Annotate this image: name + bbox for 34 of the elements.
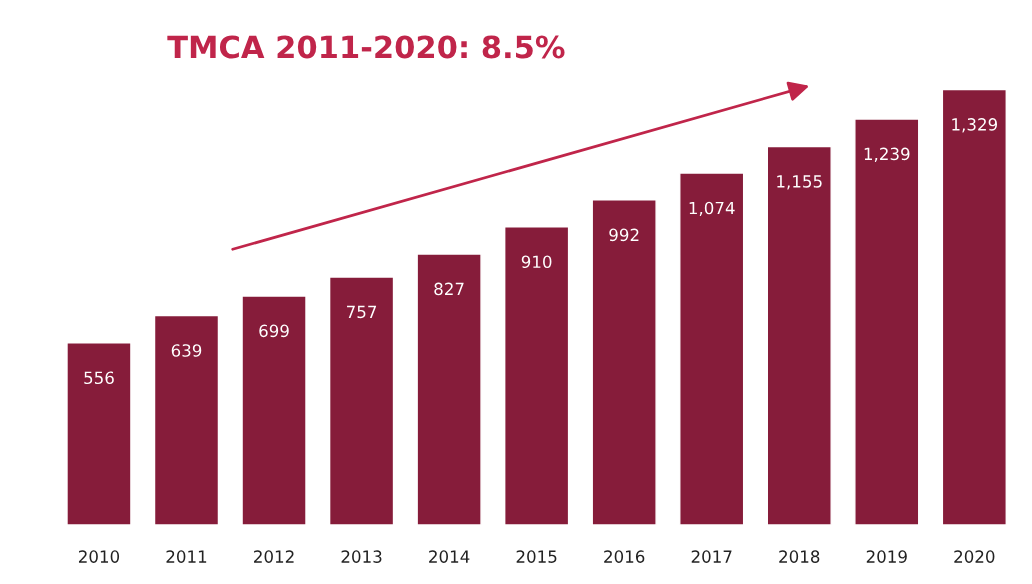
data-label: 1,239 <box>864 147 910 162</box>
bar <box>328 276 395 526</box>
bar <box>241 295 307 526</box>
x-tick-label: 2012 <box>254 550 294 563</box>
data-label: 699 <box>259 324 289 338</box>
x-tick-label: 2011 <box>166 550 207 563</box>
bar <box>416 253 482 526</box>
bar <box>941 88 1007 526</box>
bar <box>503 226 570 526</box>
x-tick-label: 2015 <box>516 550 557 563</box>
bar <box>854 118 920 526</box>
x-tick-label: 2016 <box>604 550 645 563</box>
data-label: 1,155 <box>777 175 822 190</box>
data-label: 1,329 <box>952 118 997 133</box>
x-tick-label: 2017 <box>691 550 732 563</box>
x-tick-label: 2018 <box>779 550 820 563</box>
bar <box>153 314 220 526</box>
data-label: 827 <box>434 282 464 296</box>
data-label: 757 <box>347 305 377 319</box>
data-label: 992 <box>609 228 639 242</box>
x-tick-label: 2010 <box>78 550 120 563</box>
bar <box>766 145 832 526</box>
data-label: 1,074 <box>689 201 735 216</box>
chart-title: TMCA 2011-2020: 8.5% <box>167 35 565 59</box>
x-tick-label: 2020 <box>954 550 995 563</box>
bar <box>679 172 745 526</box>
x-tick-label: 2014 <box>429 550 470 563</box>
data-label: 639 <box>171 344 202 357</box>
bar <box>66 342 132 526</box>
x-tick-label: 2013 <box>341 550 382 563</box>
x-tick-label: 2019 <box>866 550 907 563</box>
data-label: 910 <box>521 255 552 269</box>
bar <box>591 199 657 526</box>
data-label: 556 <box>84 371 114 385</box>
